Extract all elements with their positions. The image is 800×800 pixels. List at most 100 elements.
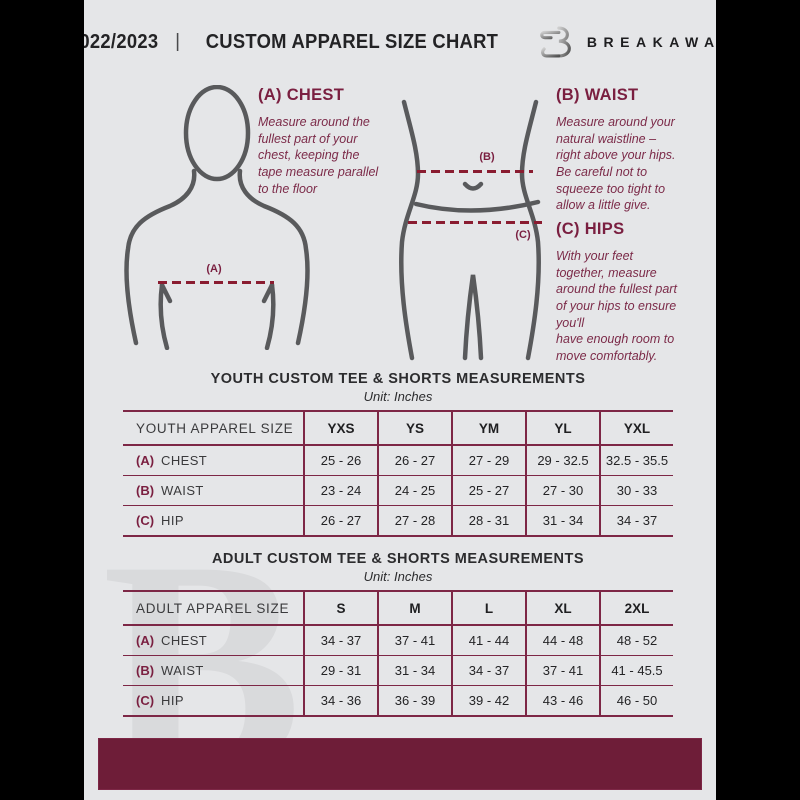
size-header: M: [377, 592, 451, 626]
footer-accent-bar: [98, 738, 702, 790]
size-header: S: [303, 592, 377, 626]
table-value: 37 - 41: [377, 626, 451, 656]
table-value: 27 - 29: [451, 446, 525, 476]
chest-guide-description: Measure around the fullest part of your …: [258, 115, 379, 196]
youth-table-section: YOUTH CUSTOM TEE & SHORTS MEASUREMENTS U…: [123, 371, 673, 537]
table-value: 25 - 26: [303, 446, 377, 476]
navel-mark: [462, 181, 484, 191]
left-armpit-line: [159, 282, 173, 304]
row-label-text: HIP: [161, 693, 184, 708]
size-chart-page: B 2022/2023 | CUSTOM APPAREL SIZE CHART: [84, 0, 716, 800]
youth-size-column-header: YOUTH APPAREL SIZE: [123, 412, 303, 446]
brand-group: BREAKAWAY: [538, 23, 716, 61]
table-value: 34 - 37: [599, 506, 673, 535]
hips-guide-block: (C) HIPS With your feet together, measur…: [556, 220, 716, 364]
legs-split-line: [462, 274, 484, 361]
adult-table-section: ADULT CUSTOM TEE & SHORTS MEASUREMENTS U…: [123, 551, 673, 717]
table-value: 29 - 31: [303, 656, 377, 686]
row-label-prefix: (C): [136, 513, 155, 528]
table-value: 28 - 31: [451, 506, 525, 535]
row-label-text: WAIST: [161, 483, 204, 498]
hips-guide-description: With your feet together, measure around …: [556, 249, 677, 363]
youth-table-title: YOUTH CUSTOM TEE & SHORTS MEASUREMENTS: [210, 371, 586, 387]
youth-measurements-table: YOUTH APPAREL SIZE YXS YS YM YL YXL (A) C…: [123, 410, 673, 537]
hips-measure-dash-line: [408, 221, 542, 224]
row-label: (B) WAIST: [123, 656, 303, 686]
hips-marker-label: (C): [515, 229, 531, 241]
row-label: (A) CHEST: [123, 626, 303, 656]
waist-marker-label: (B): [479, 151, 495, 163]
table-value: 27 - 28: [377, 506, 451, 535]
adult-measurements-table: ADULT APPAREL SIZE S M L XL 2XL (A) CHEST…: [123, 590, 673, 717]
table-value: 31 - 34: [377, 656, 451, 686]
row-label: (C) HIP: [123, 506, 303, 535]
table-value: 39 - 42: [451, 686, 525, 715]
size-header: YM: [451, 412, 525, 446]
table-value: 26 - 27: [377, 446, 451, 476]
breakaway-logo-icon: [540, 26, 571, 58]
youth-table-unit: Unit: Inches: [363, 389, 433, 404]
measurement-guide-section: (A) (B) (C) (A) CHEST Measure around the…: [84, 0, 716, 800]
table-value: 30 - 33: [599, 476, 673, 506]
row-label-prefix: (B): [136, 663, 155, 678]
table-value: 34 - 36: [303, 686, 377, 715]
table-value: 29 - 32.5: [525, 446, 599, 476]
table-value: 43 - 46: [525, 686, 599, 715]
table-value: 46 - 50: [599, 686, 673, 715]
waist-measure-dash-line: [417, 170, 533, 173]
left-shoulder-arm-outline: [124, 168, 197, 346]
size-header: YS: [377, 412, 451, 446]
row-label-prefix: (B): [136, 483, 155, 498]
row-label: (C) HIP: [123, 686, 303, 715]
hips-guide-heading: (C) HIPS: [556, 220, 625, 238]
lower-body-figure: [399, 99, 541, 361]
table-value: 27 - 30: [525, 476, 599, 506]
left-hip-outline: [399, 99, 421, 361]
right-shoulder-arm-outline: [237, 168, 310, 346]
size-header: YL: [525, 412, 599, 446]
head-outline: [183, 85, 251, 182]
table-value: 26 - 27: [303, 506, 377, 535]
table-value: 25 - 27: [451, 476, 525, 506]
table-value: 32.5 - 35.5: [599, 446, 673, 476]
header-divider: |: [175, 31, 181, 52]
waist-guide-heading: (B) WAIST: [556, 86, 639, 104]
size-header: XL: [525, 592, 599, 626]
table-value: 24 - 25: [377, 476, 451, 506]
row-label-prefix: (A): [136, 633, 155, 648]
size-header: L: [451, 592, 525, 626]
waist-guide-block: (B) WAIST Measure around your natural wa…: [556, 86, 716, 214]
table-value: 37 - 41: [525, 656, 599, 686]
right-hip-outline: [519, 99, 541, 361]
table-value: 34 - 37: [303, 626, 377, 656]
page-header: 2022/2023 | CUSTOM APPAREL SIZE CHART: [84, 20, 716, 64]
row-label-prefix: (C): [136, 693, 155, 708]
chest-guide-heading: (A) CHEST: [258, 86, 345, 104]
row-label: (B) WAIST: [123, 476, 303, 506]
table-value: 36 - 39: [377, 686, 451, 715]
table-value: 34 - 37: [451, 656, 525, 686]
season-label: 2022/2023: [84, 30, 159, 53]
table-value: 44 - 48: [525, 626, 599, 656]
table-value: 23 - 24: [303, 476, 377, 506]
adult-table-title: ADULT CUSTOM TEE & SHORTS MEASUREMENTS: [211, 551, 585, 567]
row-label-prefix: (A): [136, 453, 155, 468]
table-value: 31 - 34: [525, 506, 599, 535]
page-title: CUSTOM APPAREL SIZE CHART: [205, 30, 499, 53]
waist-guide-description: Measure around your natural waistline – …: [556, 115, 676, 213]
chest-measure-dash-line: [158, 281, 274, 284]
brand-name: BREAKAWAY: [586, 34, 716, 50]
size-header: 2XL: [599, 592, 673, 626]
table-value: 41 - 45.5: [599, 656, 673, 686]
size-header: YXL: [599, 412, 673, 446]
row-label-text: CHEST: [161, 453, 208, 468]
adult-table-unit: Unit: Inches: [363, 569, 433, 584]
left-inner-arm-outline: [158, 282, 170, 350]
size-header: YXS: [303, 412, 377, 446]
chest-marker-label: (A): [206, 263, 222, 275]
table-value: 48 - 52: [599, 626, 673, 656]
right-inner-arm-outline: [264, 282, 276, 350]
row-label-text: CHEST: [161, 633, 208, 648]
chest-guide-block: (A) CHEST Measure around the fullest par…: [258, 86, 428, 197]
row-label-text: WAIST: [161, 663, 204, 678]
